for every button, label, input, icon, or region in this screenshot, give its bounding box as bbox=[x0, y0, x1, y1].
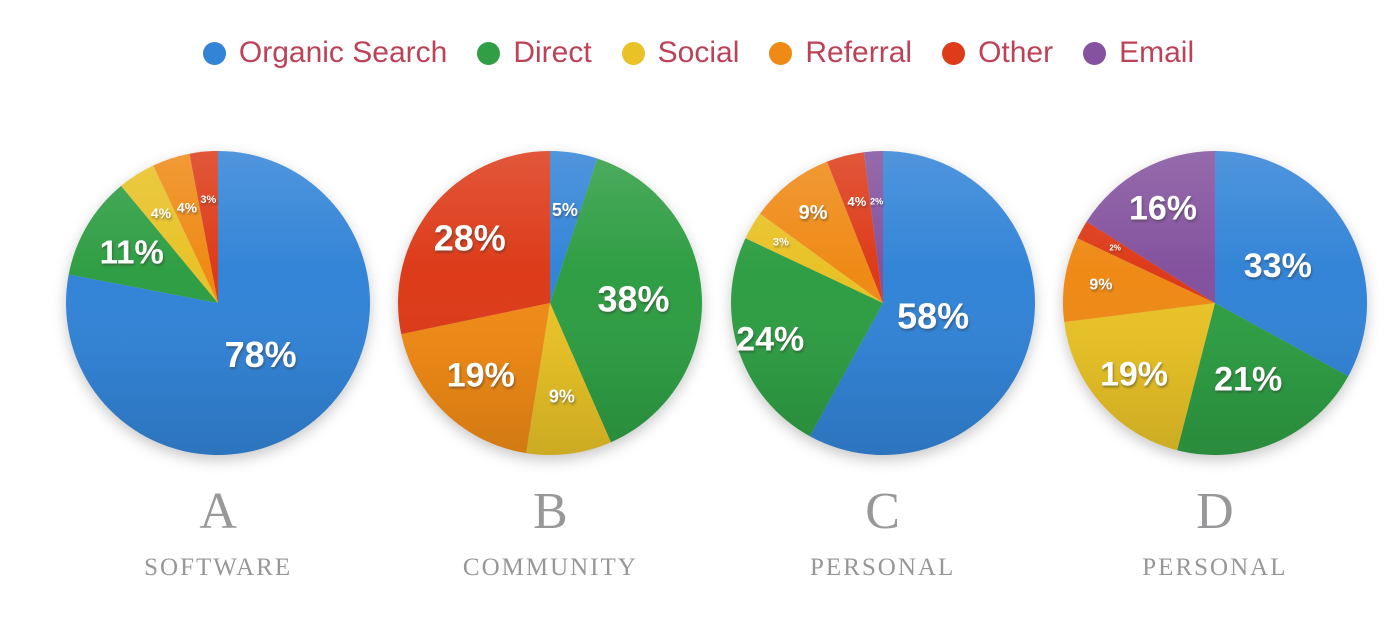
chart-letter-A: A bbox=[199, 483, 237, 540]
slice-label-A-direct: 11% bbox=[100, 233, 164, 270]
organic-search-legend-dot-icon bbox=[202, 41, 226, 65]
slice-label-D-email: 16% bbox=[1129, 189, 1197, 227]
slice-label-C-referral: 9% bbox=[798, 202, 827, 224]
slice-label-A-organic-search: 78% bbox=[225, 334, 297, 375]
chart-letter-C: C bbox=[865, 483, 900, 540]
direct-legend-dot-icon bbox=[477, 41, 501, 65]
legend-label: Social bbox=[657, 36, 740, 69]
slice-label-D-direct: 21% bbox=[1214, 361, 1282, 399]
slice-label-D-referral: 9% bbox=[1089, 276, 1112, 293]
chart-category-label: SOFTWARE bbox=[144, 554, 293, 581]
legend-label: Direct bbox=[513, 36, 592, 69]
pie-D: 33% 21% 19% 9% 2% 16% bbox=[1062, 151, 1367, 455]
slice-label-C-social: 3% bbox=[773, 237, 789, 249]
pie-gloss-overlay bbox=[398, 151, 703, 455]
legend-item-organic-search: Organic Search bbox=[202, 36, 448, 70]
pie-chart-B: 5% 38% 9% 19% 28% B COMMUNITY bbox=[384, 148, 716, 582]
slice-label-D-organic-search: 33% bbox=[1244, 247, 1312, 285]
slice-label-B-direct: 38% bbox=[598, 279, 670, 320]
email-legend-dot-icon bbox=[1083, 41, 1107, 65]
legend-item-other: Other bbox=[942, 36, 1053, 70]
slice-label-B-organic-search: 5% bbox=[552, 200, 578, 220]
chart-letter-B: B bbox=[533, 483, 568, 540]
slice-label-B-referral: 19% bbox=[447, 357, 515, 395]
pie-C: 58% 24% 3% 9% 4% 2% bbox=[730, 151, 1035, 455]
slice-label-B-other: 28% bbox=[434, 217, 506, 258]
pie-chart-C: 58% 24% 3% 9% 4% 2% C PERSONAL bbox=[717, 148, 1049, 582]
legend-label: Email bbox=[1119, 36, 1195, 69]
pie-gloss-overlay bbox=[730, 151, 1035, 455]
pie-A: 78%11%4% 4% 3% bbox=[66, 151, 371, 455]
charts-row: 78% 11% 4% 4% 3% A SOFTWARE 5% 38% 9% 19% 28% B COMMU… bbox=[0, 148, 1397, 582]
legend-item-social: Social bbox=[621, 36, 740, 70]
pie-gloss-overlay bbox=[1062, 151, 1367, 455]
slice-label-D-social: 19% bbox=[1100, 355, 1168, 393]
legend-item-email: Email bbox=[1083, 36, 1194, 70]
other-legend-dot-icon bbox=[942, 41, 966, 65]
chart-category-label: PERSONAL bbox=[810, 554, 956, 581]
slice-label-B-social: 9% bbox=[549, 387, 575, 407]
referral-legend-dot-icon bbox=[769, 41, 793, 65]
slice-label-A-other: 3% bbox=[200, 194, 216, 206]
slice-label-A-referral: 4% bbox=[177, 200, 198, 216]
pie-B: 5% 38% 9% 19% 28% bbox=[398, 151, 703, 456]
slice-label-D-other: 2% bbox=[1109, 244, 1121, 253]
slice-label-C-email: 2% bbox=[870, 196, 883, 206]
legend-item-referral: Referral bbox=[769, 36, 912, 70]
legend-label: Other bbox=[978, 36, 1054, 69]
legend-label: Organic Search bbox=[238, 36, 448, 69]
chart-category-label: COMMUNITY bbox=[462, 554, 638, 581]
legend-item-direct: Direct bbox=[477, 36, 592, 70]
legend-label: Referral bbox=[805, 36, 913, 69]
slice-label-C-organic-search: 58% bbox=[897, 295, 969, 336]
slice-label-A-social: 4% bbox=[151, 205, 172, 221]
pie-gloss-overlay bbox=[66, 151, 371, 455]
legend: Organic Search Direct Social Referral Other E… bbox=[0, 0, 1397, 76]
chart-category-label: PERSONAL bbox=[1142, 554, 1288, 581]
pie-chart-D: 33% 21% 19% 9% 2% 16% D PERSONAL bbox=[1049, 148, 1381, 582]
slice-label-C-direct: 24% bbox=[736, 321, 804, 359]
social-legend-dot-icon bbox=[621, 41, 645, 65]
slice-label-C-other: 4% bbox=[847, 194, 866, 209]
pie-chart-A: 78% 11% 4% 4% 3% A SOFTWARE bbox=[52, 148, 384, 582]
chart-letter-D: D bbox=[1196, 483, 1234, 540]
